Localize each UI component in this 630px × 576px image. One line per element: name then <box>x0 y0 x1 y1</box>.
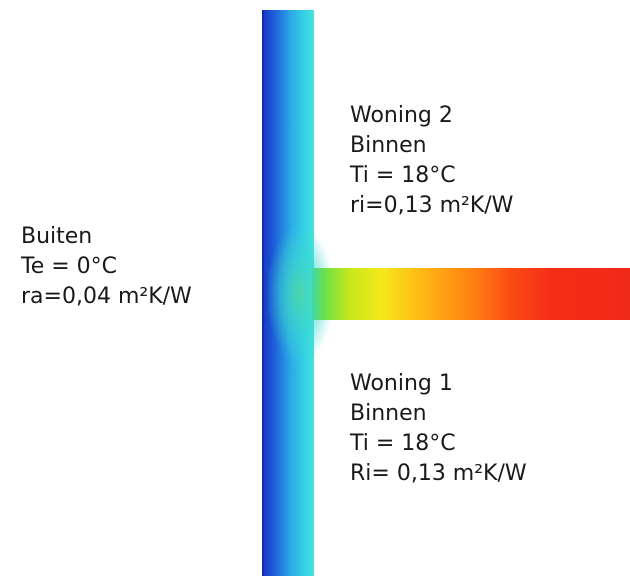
dwelling-1-label-block: Woning 1 Binnen Ti = 18°C Ri= 0,13 m²K/W <box>350 369 527 489</box>
dwelling-1-resistance: Ri= 0,13 m²K/W <box>350 461 527 486</box>
dwelling-2-temperature: Ti = 18°C <box>350 163 456 188</box>
dwelling-2-resistance: ri=0,13 m²K/W <box>350 193 514 218</box>
dwelling-2-subtitle: Binnen <box>350 133 427 158</box>
outside-resistance: ra=0,04 m²K/W <box>21 284 192 309</box>
dwelling-1-temperature: Ti = 18°C <box>350 431 456 456</box>
partition-wall <box>312 268 630 320</box>
outside-temperature: Te = 0°C <box>21 254 118 279</box>
dwelling-2-title: Woning 2 <box>350 103 453 128</box>
wall-junction <box>266 224 334 364</box>
outside-title: Buiten <box>21 224 93 249</box>
dwelling-1-title: Woning 1 <box>350 371 453 396</box>
dwelling-1-subtitle: Binnen <box>350 401 427 426</box>
outside-label-block: Buiten Te = 0°C ra=0,04 m²K/W <box>21 222 192 312</box>
dwelling-2-label-block: Woning 2 Binnen Ti = 18°C ri=0,13 m²K/W <box>350 101 513 221</box>
